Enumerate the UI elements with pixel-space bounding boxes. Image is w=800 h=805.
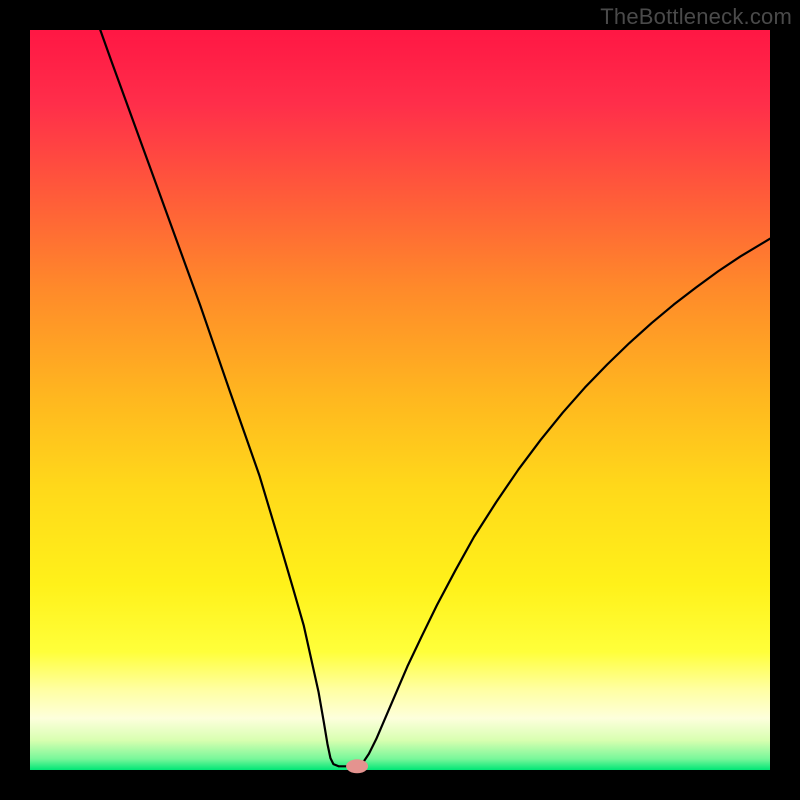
- bottleneck-chart: [0, 0, 800, 800]
- chart-svg: [0, 0, 800, 800]
- optimal-marker: [346, 759, 368, 773]
